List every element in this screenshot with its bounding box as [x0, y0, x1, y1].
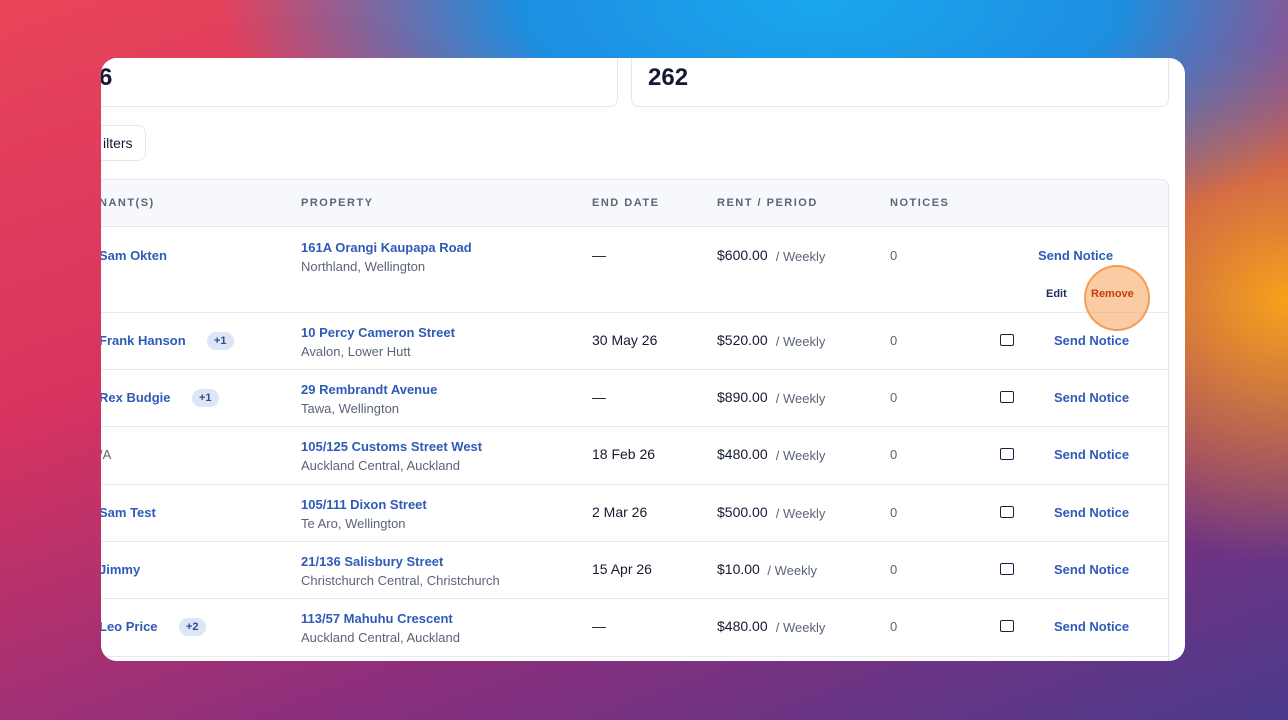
row-divider [101, 656, 1168, 657]
property-location: Te Aro, Wellington [301, 515, 406, 531]
row-divider [101, 312, 1168, 313]
rent-amount: $480.00 [717, 446, 768, 462]
tenant-count-badge: +1 [207, 331, 234, 350]
rent-amount: $10.00 [717, 560, 760, 577]
stat-card: 6 [101, 58, 618, 107]
row-divider [101, 541, 1168, 542]
notice-count: 0 [890, 561, 898, 577]
property-address[interactable]: 105/125 Customs Street West [301, 439, 483, 454]
tenant-name[interactable]: Leo Price [101, 619, 158, 634]
tenancy-table: NANT(S) PROPERTY END DATE RENT / PERIOD NOTI… [101, 179, 1169, 661]
comment-icon[interactable] [1000, 562, 1014, 575]
rent-period: / Weekly [767, 562, 817, 578]
row-divider [101, 426, 1168, 427]
rent-amount: $500.00 [717, 503, 768, 520]
notice-count: 0 [890, 389, 898, 405]
property-address[interactable]: 10 Percy Cameron Street [301, 324, 455, 340]
notice-count: 0 [890, 248, 898, 263]
end-date: 30 May 26 [592, 331, 658, 348]
end-date: — [592, 247, 606, 263]
stat-card: 262 [631, 58, 1169, 107]
column-header: PROPERTY [301, 197, 374, 209]
rent-amount: $520.00 [717, 331, 768, 348]
end-date: 18 Feb 26 [592, 446, 656, 462]
tenant-name[interactable]: Sam Okten [101, 248, 167, 263]
property-location: Northland, Wellington [301, 259, 426, 274]
send-notice-button[interactable]: Send Notice [1054, 332, 1130, 348]
tenant-name[interactable]: Jimmy [101, 561, 141, 577]
send-notice-button[interactable]: Send Notice [1038, 248, 1114, 263]
comment-icon[interactable] [1000, 505, 1014, 518]
tenant-count-badge: +1 [192, 388, 219, 407]
rent-period: / Weekly [775, 448, 826, 463]
row-divider [101, 369, 1168, 370]
rent-amount: $480.00 [717, 618, 768, 634]
end-date: — [592, 388, 606, 405]
tenant-name[interactable]: Frank Hanson [101, 332, 186, 348]
notice-count: 0 [890, 447, 898, 462]
send-notice-button[interactable]: Send Notice [1054, 504, 1130, 520]
table-header [101, 180, 1168, 227]
send-notice-button[interactable]: Send Notice [1054, 561, 1130, 577]
property-address[interactable]: 161A Orangi Kaupapa Road [301, 240, 472, 255]
property-location: Auckland Central, Auckland [301, 630, 460, 645]
edit-button[interactable]: Edit [1046, 288, 1067, 300]
column-header: NOTICES [890, 197, 950, 209]
table-row [101, 227, 1168, 312]
property-location: Avalon, Lower Hutt [301, 343, 411, 359]
comment-icon[interactable] [1000, 390, 1014, 403]
property-location: Auckland Central, Auckland [301, 458, 460, 473]
comment-icon[interactable] [1000, 448, 1014, 460]
rent-period: / Weekly [775, 620, 826, 635]
tenant-name: /A [101, 447, 112, 462]
send-notice-button[interactable]: Send Notice [1054, 619, 1130, 634]
row-divider [101, 598, 1168, 599]
stat-value: 6 [101, 64, 113, 91]
property-address[interactable]: 29 Rembrandt Avenue [301, 381, 438, 397]
rent-period: / Weekly [775, 333, 826, 349]
end-date: 2 Mar 26 [592, 503, 648, 520]
stat-value: 262 [648, 64, 689, 91]
notice-count: 0 [890, 504, 898, 520]
row-divider [101, 484, 1168, 485]
column-header: END DATE [592, 197, 660, 209]
remove-button[interactable]: Remove [1091, 288, 1134, 300]
column-header: RENT / PERIOD [717, 197, 818, 209]
rent-amount: $890.00 [717, 388, 768, 405]
property-address[interactable]: 105/111 Dixon Street [301, 496, 427, 512]
tenant-name[interactable]: Sam Test [101, 504, 156, 520]
end-date: 15 Apr 26 [592, 560, 652, 577]
comment-icon[interactable] [1000, 333, 1014, 346]
end-date: — [592, 618, 606, 634]
notice-count: 0 [890, 619, 898, 634]
rent-amount: $600.00 [717, 247, 768, 263]
tenant-name[interactable]: Rex Budgie [101, 389, 171, 405]
column-header: NANT(S) [101, 197, 155, 209]
comment-icon[interactable] [1000, 620, 1014, 632]
property-address[interactable]: 113/57 Mahuhu Crescent [301, 611, 453, 626]
rent-period: / Weekly [775, 249, 826, 264]
cursor-highlight [1084, 265, 1150, 331]
send-notice-button[interactable]: Send Notice [1054, 389, 1130, 405]
filters-label: ilters [103, 135, 133, 151]
notice-count: 0 [890, 332, 898, 348]
app-window: 6 262 ilters NANT(S) PROPERTY END DATE RENT… [101, 58, 1185, 661]
tenant-count-badge: +2 [179, 618, 206, 636]
rent-period: / Weekly [775, 505, 826, 521]
send-notice-button[interactable]: Send Notice [1054, 447, 1130, 462]
property-address[interactable]: 21/136 Salisbury Street [301, 553, 444, 569]
property-location: Tawa, Wellington [301, 400, 400, 416]
property-location: Christchurch Central, Christchurch [301, 572, 500, 588]
filters-button[interactable]: ilters [101, 125, 146, 161]
rent-period: / Weekly [775, 390, 826, 406]
